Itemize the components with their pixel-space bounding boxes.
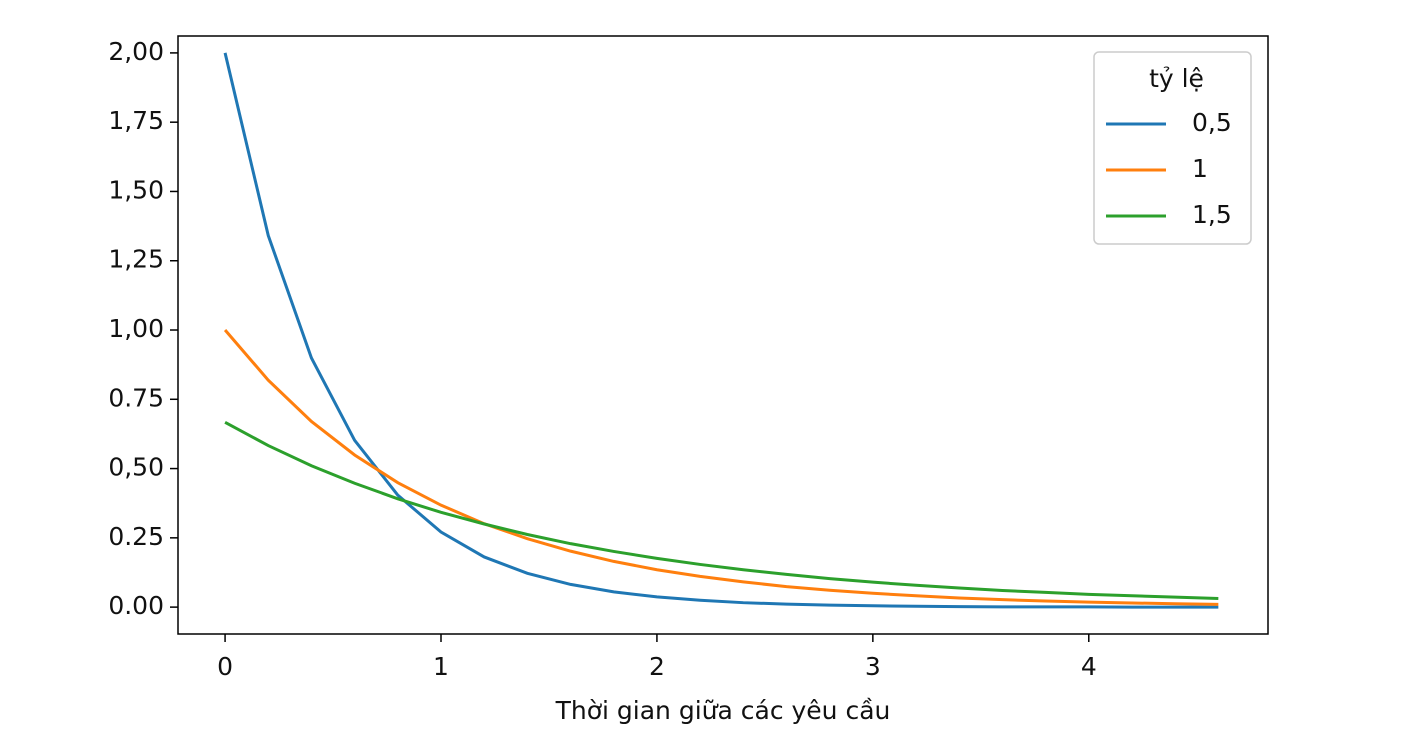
y-tick-label: 1,75 [108,106,164,135]
x-axis-label: Thời gian giữa các yêu cầu [555,696,891,725]
x-tick-label: 0 [217,652,233,681]
x-tick-label: 3 [865,652,881,681]
y-tick-label: 0,50 [108,453,164,482]
y-tick-label: 0.25 [108,522,164,551]
legend-title: tỷ lệ [1149,64,1204,93]
y-tick-label: 1,50 [108,175,164,204]
y-tick-label: 1,00 [108,314,164,343]
legend-box [1093,51,1252,245]
legend-label: 1,5 [1192,200,1232,229]
y-tick-label: 1,25 [108,245,164,274]
y-tick-label: 2,00 [108,37,164,66]
line-series [224,420,1219,601]
x-tick-label: 2 [649,652,665,681]
line-series [223,52,1219,609]
y-tick-label: 0.75 [108,383,164,412]
plot-frame [177,35,1269,635]
x-tick-label: 4 [1081,652,1097,681]
y-tick-label: 0.00 [108,591,164,620]
legend-label: 1 [1192,154,1208,183]
line-series [223,329,1219,606]
legend-label: 0,5 [1192,108,1232,137]
x-tick-label: 1 [433,652,449,681]
